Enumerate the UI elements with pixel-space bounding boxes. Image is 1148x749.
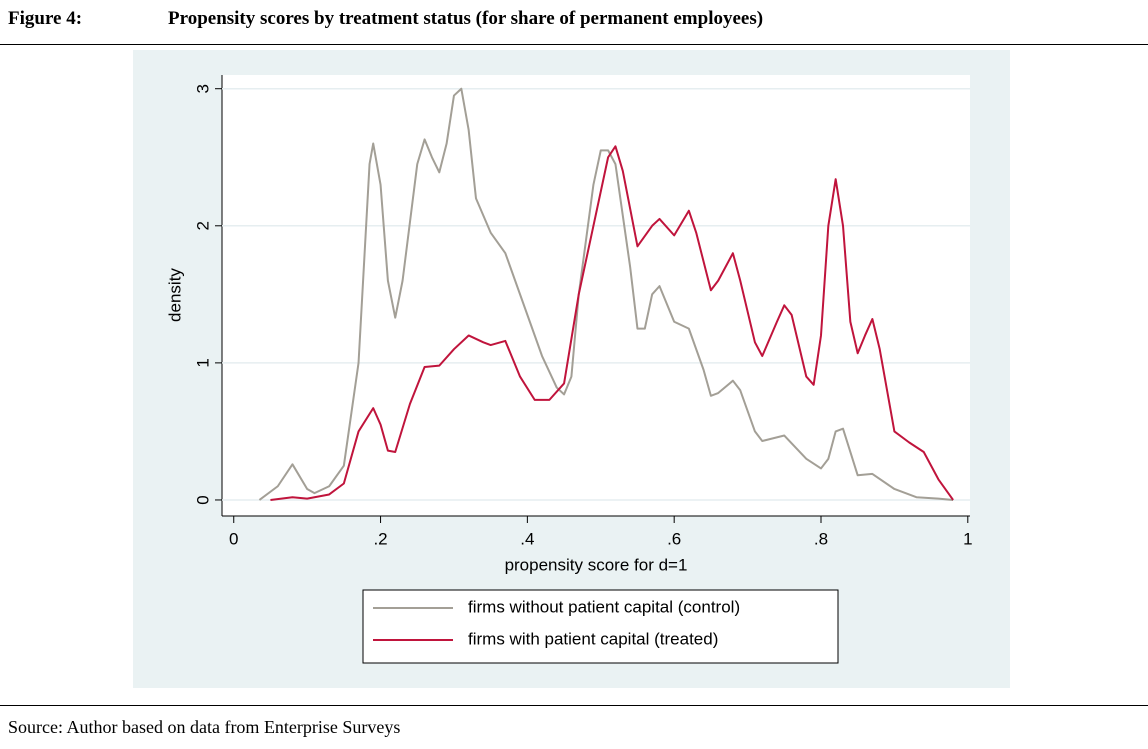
source-note: Source: Author based on data from Enterp… (8, 717, 401, 737)
figure-header: Figure 4: Propensity scores by treatment … (8, 8, 763, 30)
figure-label: Figure 4: (8, 8, 83, 29)
y-tick-label: 2 (193, 221, 212, 230)
rule (0, 705, 1148, 706)
y-tick-label: 0 (193, 495, 212, 504)
x-tick-label: .2 (373, 529, 387, 548)
x-tick-label: .8 (814, 529, 828, 548)
y-tick-label: 1 (193, 358, 212, 367)
rule (0, 44, 1148, 45)
x-tick-label: .6 (667, 529, 681, 548)
plot-area (222, 75, 970, 516)
legend (362, 589, 839, 664)
x-tick-label: .4 (520, 529, 534, 548)
x-axis-label: propensity score for d=1 (505, 555, 688, 574)
y-tick-label: 3 (193, 84, 212, 93)
legend-label: firms with patient capital (treated) (468, 629, 718, 648)
series-line (258, 87, 954, 501)
figure-title: Propensity scores by treatment status (f… (168, 8, 764, 29)
x-tick-label: 0 (229, 529, 238, 548)
legend-label: firms without patient capital (control) (468, 597, 740, 616)
y-axis-label: density (165, 268, 184, 322)
series-line (270, 145, 954, 501)
x-tick-label: 1 (963, 529, 972, 548)
